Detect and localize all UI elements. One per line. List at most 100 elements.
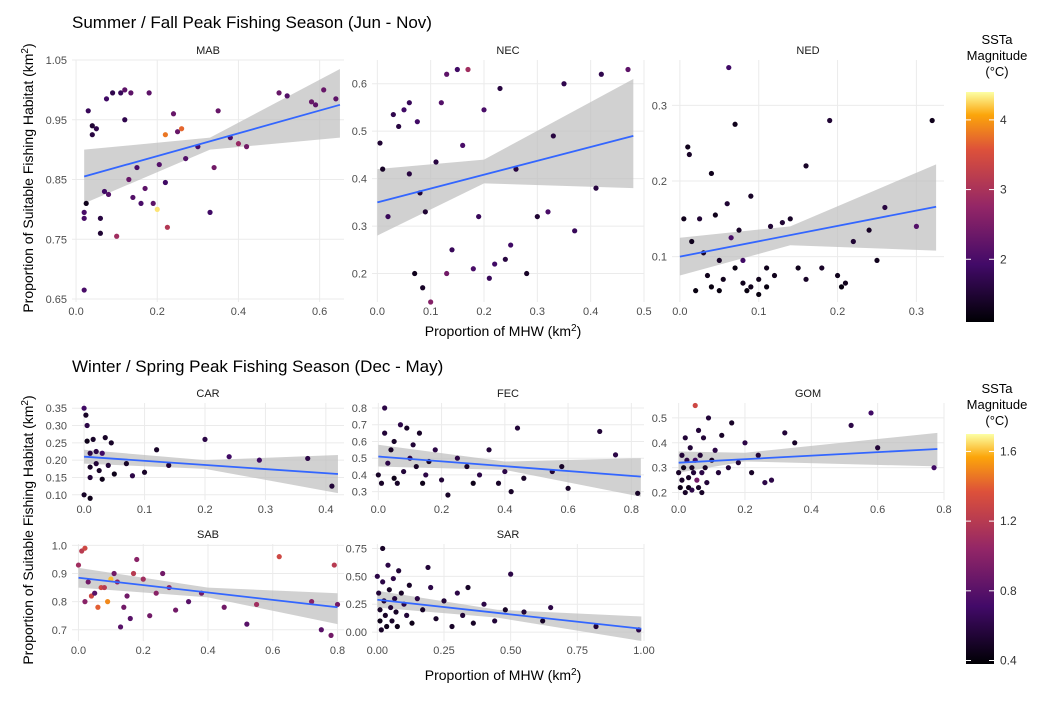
data-point — [276, 554, 282, 560]
facet-sar: SAR 0.00 0.25 0.50 0.75 1.00 0.00 0.25 0.50 0.75 — [346, 529, 655, 657]
data-point — [433, 159, 439, 165]
data-point — [521, 609, 527, 615]
data-point — [438, 477, 445, 483]
data-point — [81, 209, 87, 215]
data-point — [89, 123, 95, 129]
data-point — [597, 428, 603, 435]
facet-strip-label: SAR — [497, 529, 520, 541]
confidence-ribbon — [377, 78, 634, 236]
data-point — [559, 463, 565, 470]
data-point — [410, 442, 416, 448]
facet-strip-label: FEC — [497, 388, 519, 400]
data-point — [767, 223, 774, 229]
data-point — [732, 265, 738, 271]
data-point — [331, 562, 337, 568]
data-point — [454, 455, 460, 461]
data-point — [726, 64, 732, 71]
data-point — [124, 593, 130, 599]
data-point — [253, 601, 260, 608]
bottom-legend-title-line-1: SSTa — [981, 381, 1013, 396]
x-tick-label: 0.4 — [497, 504, 512, 516]
data-point — [102, 435, 108, 441]
data-point — [185, 599, 192, 605]
data-point — [692, 402, 698, 409]
data-point — [99, 476, 105, 482]
data-point — [380, 166, 386, 172]
data-point — [221, 604, 227, 610]
x-tick-label: 0.2 — [476, 306, 491, 318]
data-point — [142, 185, 148, 192]
data-point — [394, 480, 400, 486]
data-point — [150, 200, 156, 207]
data-point — [166, 462, 172, 468]
data-point — [406, 582, 412, 588]
y-tick-label: 0.4 — [352, 174, 367, 186]
data-point — [179, 126, 185, 132]
data-point — [874, 257, 880, 264]
data-point — [497, 85, 503, 92]
x-tick-label: 0.0 — [76, 504, 91, 516]
top-x-axis-title: Proportion of MHW (km2) — [425, 323, 581, 339]
data-point — [101, 188, 108, 195]
data-point — [716, 288, 722, 294]
data-point — [404, 612, 410, 618]
data-point — [454, 590, 460, 596]
x-tick-label: 0.8 — [624, 504, 639, 516]
data-point — [138, 200, 144, 207]
data-point — [105, 599, 111, 605]
top-legend-title-line-3: (°C) — [985, 64, 1008, 79]
data-point — [122, 117, 128, 123]
confidence-ribbon — [78, 567, 338, 625]
data-point — [308, 99, 315, 105]
data-point — [425, 564, 431, 571]
data-point — [378, 480, 385, 486]
data-point — [85, 579, 91, 585]
y-tick-label: 0.10 — [46, 490, 67, 502]
data-point — [202, 436, 208, 442]
data-point — [75, 562, 82, 568]
confidence-ribbon — [378, 444, 641, 497]
facet-strip-label: GOM — [795, 388, 821, 400]
data-point — [699, 470, 705, 476]
data-point — [99, 450, 105, 456]
data-point — [416, 430, 423, 436]
x-tick-label: 0.0 — [671, 504, 686, 516]
data-point — [677, 484, 683, 491]
data-point — [382, 612, 388, 618]
data-point — [328, 632, 334, 638]
data-point — [398, 590, 404, 596]
data-point — [95, 604, 101, 610]
data-point — [103, 96, 110, 102]
data-point — [105, 462, 111, 468]
data-point — [377, 607, 383, 613]
data-point — [508, 571, 514, 577]
data-point — [492, 618, 498, 624]
y-tick-label: 0.85 — [46, 175, 67, 187]
y-tick-label: 0.3 — [352, 487, 367, 499]
data-point — [160, 570, 166, 577]
data-point — [392, 596, 398, 602]
y-tick-label: 0.5 — [352, 126, 367, 138]
data-point — [428, 584, 434, 591]
data-point — [524, 270, 530, 277]
trend-line — [678, 448, 938, 464]
data-point — [147, 613, 153, 619]
data-point — [565, 485, 571, 491]
data-point — [540, 618, 546, 624]
x-tick-label: 0.6 — [265, 645, 280, 657]
data-point — [122, 87, 128, 93]
data-point — [130, 570, 137, 577]
data-point — [433, 616, 439, 622]
data-point — [390, 575, 396, 582]
data-point — [154, 447, 160, 453]
trend-line — [679, 205, 937, 258]
trend-line — [83, 103, 341, 178]
data-point — [749, 470, 755, 476]
data-point — [235, 141, 242, 147]
facet-strip-label: SAB — [197, 529, 219, 541]
data-point — [85, 108, 91, 114]
data-point — [444, 71, 450, 77]
data-point — [154, 206, 160, 212]
data-point — [123, 461, 129, 467]
data-point — [414, 596, 420, 602]
